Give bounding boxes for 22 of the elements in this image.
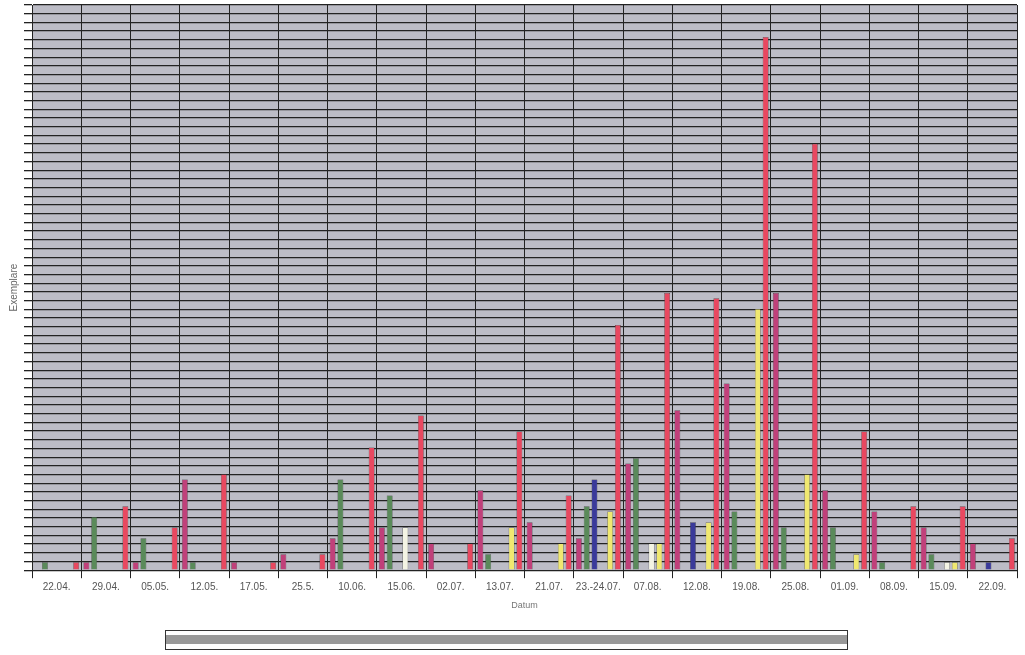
x-tick-label: 21.07.	[535, 580, 564, 592]
x-tick-label: 23.-24.07.	[575, 580, 621, 592]
x-tick-label: 17.05.	[239, 580, 268, 592]
x-tick-label: 08.09.	[879, 580, 908, 592]
x-tick-label: 19.08.	[732, 580, 761, 592]
x-axis-title: Datum	[511, 600, 538, 611]
x-tick-label: 22.04.	[42, 580, 71, 592]
x-tick-label: 25.08.	[781, 580, 810, 592]
x-tick-label: 07.08.	[633, 580, 662, 592]
y-axis-title: Exemplare	[7, 263, 19, 312]
x-tick-label: 15.09.	[929, 580, 958, 592]
x-tick-label: 05.05.	[141, 580, 170, 592]
x-tick-label: 02.07.	[436, 580, 465, 592]
x-tick-label: 01.09.	[830, 580, 859, 592]
x-tick-label: 29.04.	[91, 580, 120, 592]
x-tick-label: 22.09.	[978, 580, 1007, 592]
x-tick-label: 12.05.	[190, 580, 219, 592]
x-tick-label: 15.06.	[387, 580, 416, 592]
x-tick-label: 10.06.	[338, 580, 367, 592]
x-tick-label: 25.5.	[291, 580, 314, 592]
x-tick-label: 12.08.	[682, 580, 711, 592]
x-tick-label: 13.07.	[485, 580, 514, 592]
